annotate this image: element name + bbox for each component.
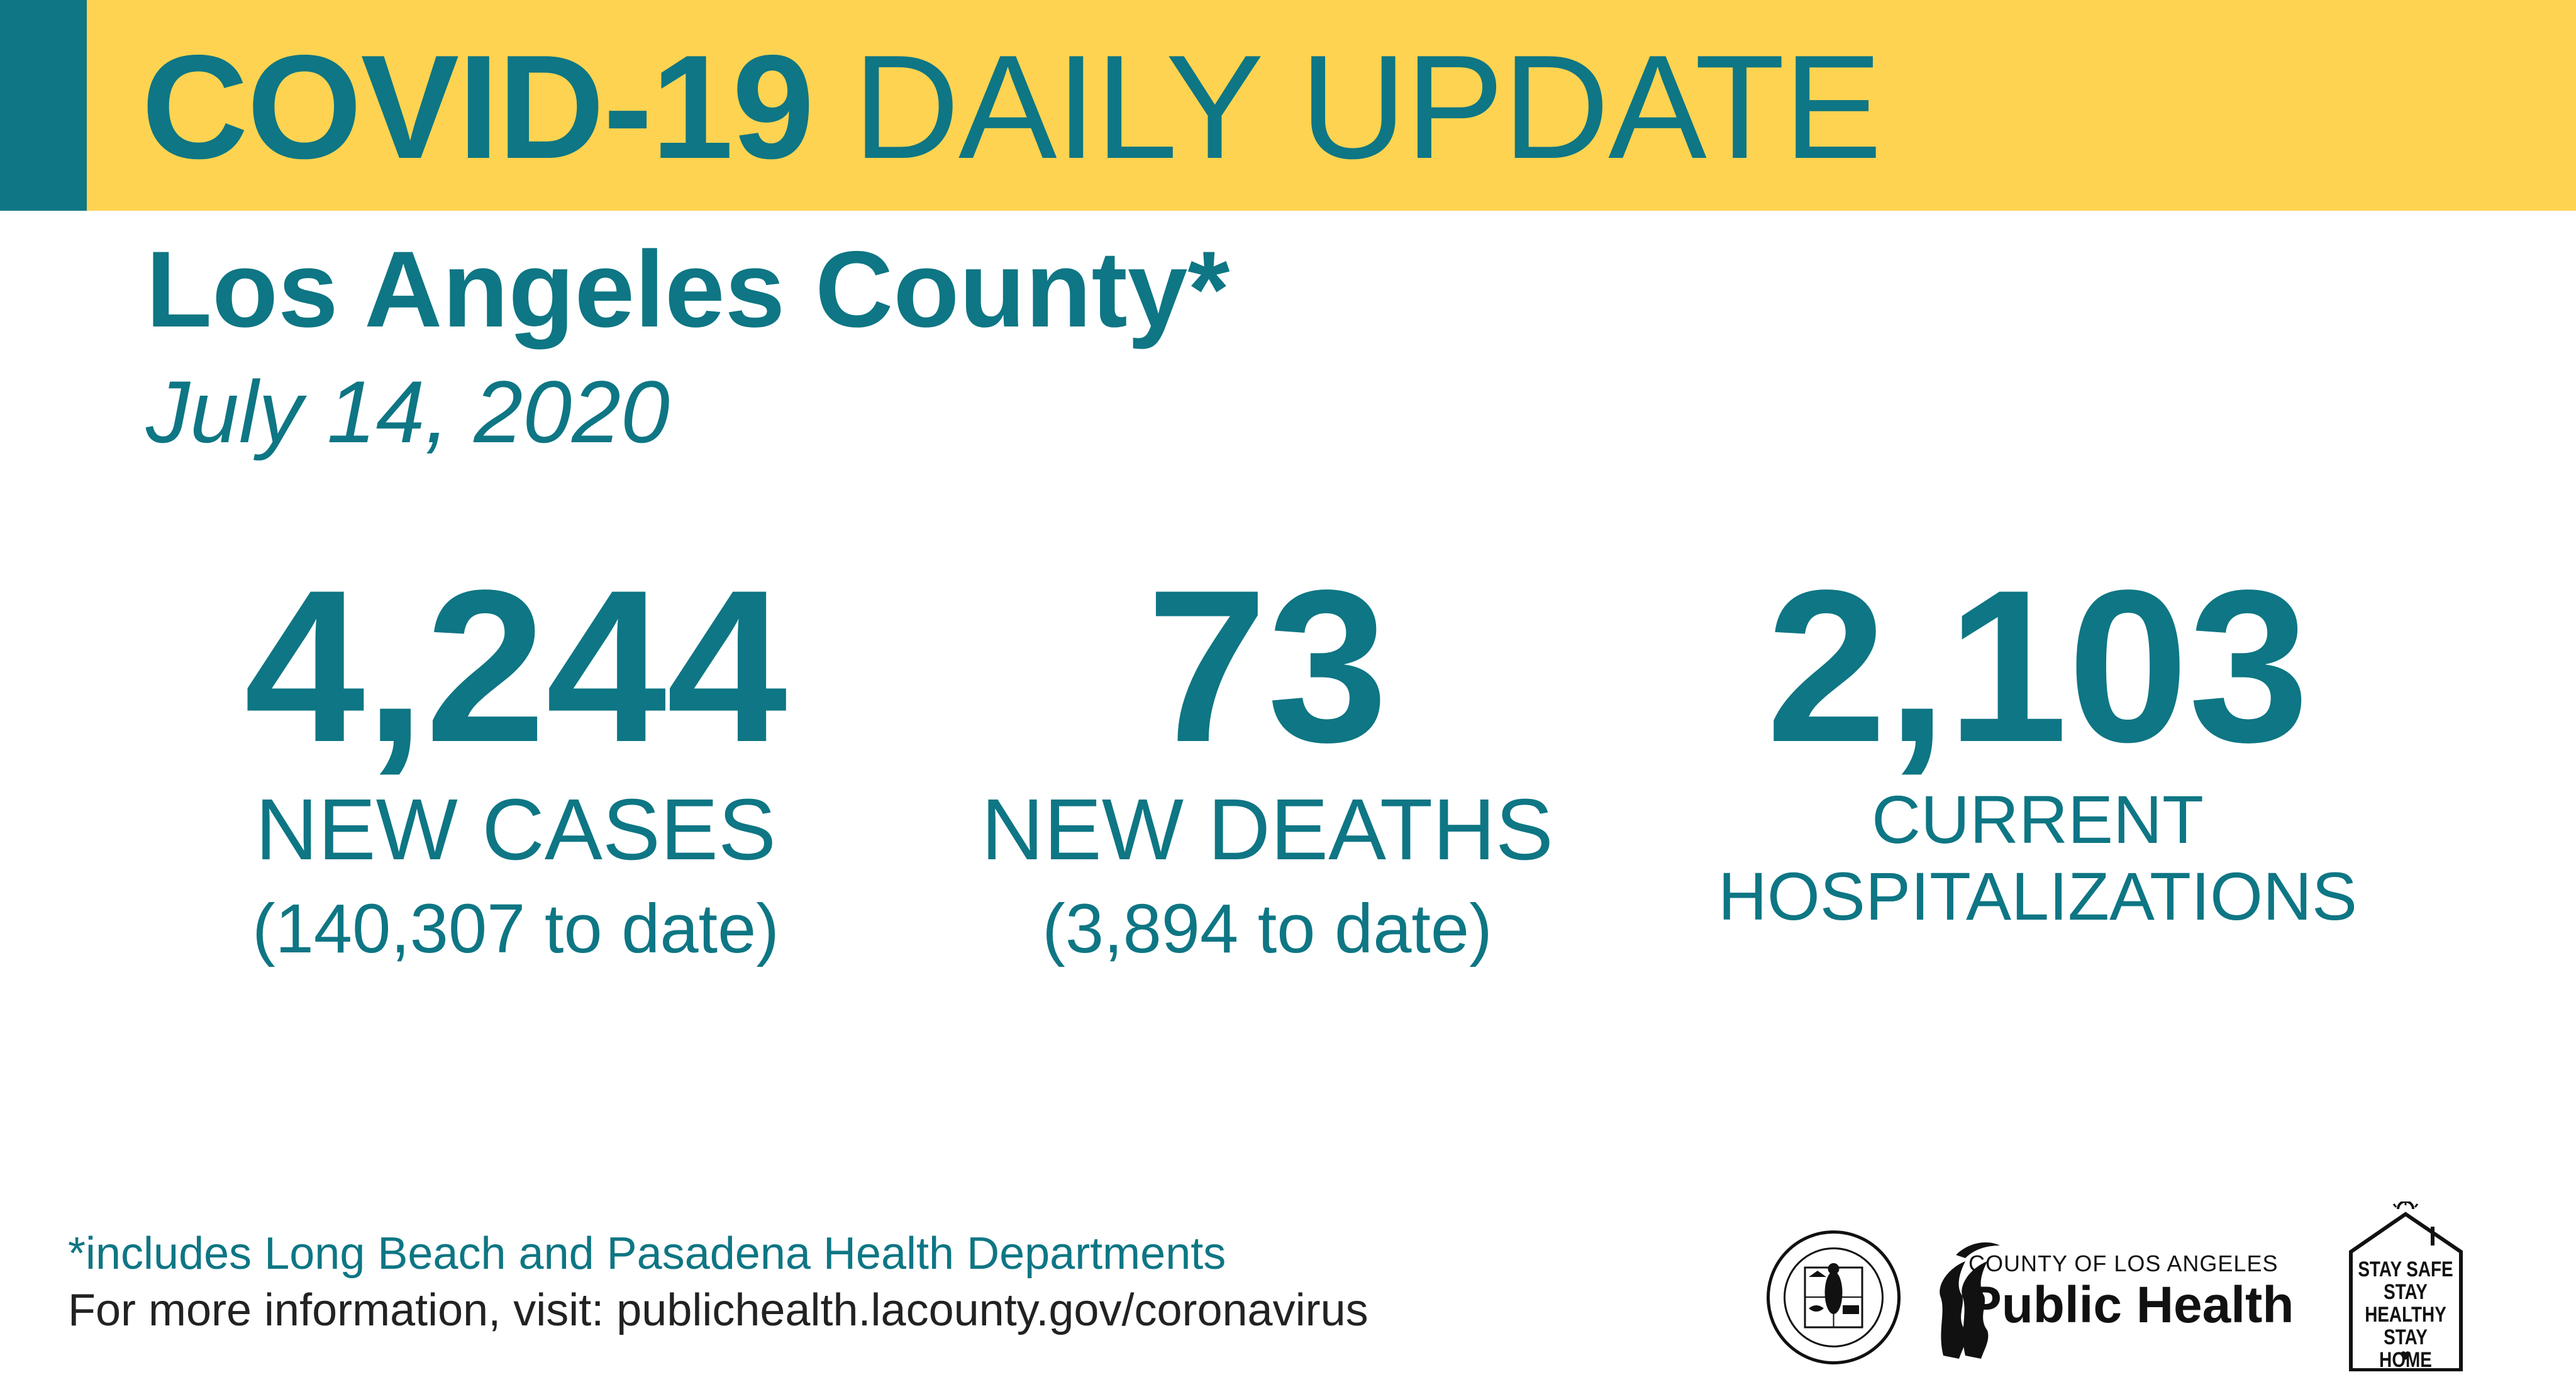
hospitalizations-label-line1: CURRENT xyxy=(1872,781,2204,857)
new-deaths-to-date: (3,894 to date) xyxy=(1042,890,1492,967)
stay-healthy-line: STAY HEALTHY xyxy=(2365,1280,2446,1327)
public-health-county-text: COUNTY OF LOS ANGELES xyxy=(1968,1251,2279,1276)
banner-title-light: DAILY UPDATE xyxy=(813,24,1882,189)
banner-accent-bar xyxy=(0,0,87,211)
public-health-logo-icon xyxy=(1940,1242,2000,1359)
stay-safe-house-icon xyxy=(2349,1201,2463,1371)
title-banner xyxy=(0,0,2576,211)
stat-hospitalizations: 2,103 CURRENT HOSPITALIZATIONS xyxy=(1660,554,2415,934)
stay-safe-text: STAY SAFE STAY HEALTHY STAY HOME xyxy=(2357,1258,2455,1371)
more-info-link-text: For more information, visit: publichealt… xyxy=(68,1285,1368,1335)
stat-new-deaths: 73 NEW DEATHS (3,894 to date) xyxy=(931,554,1604,970)
county-seal-icon xyxy=(1767,1230,1901,1364)
hospitalizations-label-line2: HOSPITALIZATIONS xyxy=(1718,858,2358,934)
new-cases-label: NEW CASES xyxy=(255,781,777,878)
stay-home-line: STAY HOME xyxy=(2379,1325,2432,1372)
hospitalizations-value: 2,103 xyxy=(1766,545,2309,788)
footnote: *includes Long Beach and Pasadena Health… xyxy=(68,1229,1226,1279)
banner-title-strong: COVID-19 xyxy=(142,24,814,189)
banner-title: COVID-19 DAILY UPDATE xyxy=(142,24,1882,189)
new-deaths-label: NEW DEATHS xyxy=(981,781,1553,878)
region-heading: Los Angeles County* xyxy=(146,229,1230,350)
new-cases-to-date: (140,307 to date) xyxy=(252,890,779,967)
public-health-text: Public Health xyxy=(1967,1276,2294,1334)
stay-safe-line: STAY SAFE xyxy=(2358,1257,2453,1281)
report-date: July 14, 2020 xyxy=(146,362,670,461)
new-cases-value: 4,244 xyxy=(244,545,787,788)
stat-new-cases: 4,244 NEW CASES (140,307 to date) xyxy=(195,554,836,970)
new-deaths-value: 73 xyxy=(1146,545,1388,788)
